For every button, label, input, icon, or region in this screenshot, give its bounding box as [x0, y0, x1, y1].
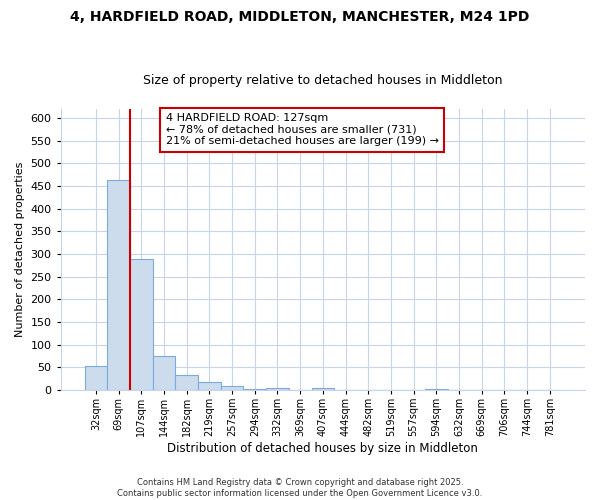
Bar [311, 388, 334, 390]
Bar [107, 180, 130, 390]
X-axis label: Distribution of detached houses by size in Middleton: Distribution of detached houses by size … [167, 442, 478, 455]
Bar [221, 386, 244, 390]
Bar [266, 388, 289, 390]
Bar [244, 388, 266, 390]
Bar [198, 382, 221, 390]
Text: 4 HARDFIELD ROAD: 127sqm
← 78% of detached houses are smaller (731)
21% of semi-: 4 HARDFIELD ROAD: 127sqm ← 78% of detach… [166, 113, 439, 146]
Y-axis label: Number of detached properties: Number of detached properties [15, 162, 25, 337]
Bar [425, 388, 448, 390]
Bar [175, 376, 198, 390]
Bar [85, 366, 107, 390]
Text: Contains HM Land Registry data © Crown copyright and database right 2025.
Contai: Contains HM Land Registry data © Crown c… [118, 478, 482, 498]
Bar [130, 258, 152, 390]
Text: 4, HARDFIELD ROAD, MIDDLETON, MANCHESTER, M24 1PD: 4, HARDFIELD ROAD, MIDDLETON, MANCHESTER… [70, 10, 530, 24]
Title: Size of property relative to detached houses in Middleton: Size of property relative to detached ho… [143, 74, 503, 87]
Bar [152, 356, 175, 390]
